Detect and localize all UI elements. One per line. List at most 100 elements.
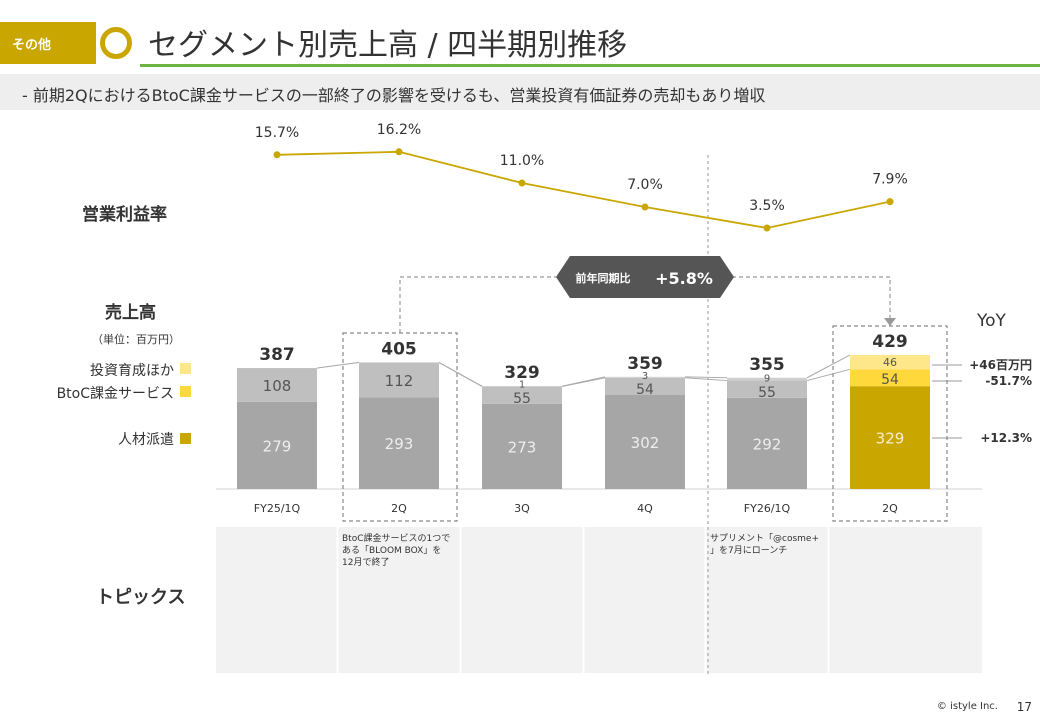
bar-staffing-label: 329	[876, 430, 905, 448]
copyright: © istyle Inc.	[936, 701, 998, 712]
bar-btoc	[482, 386, 562, 404]
bar-staffing-label: 302	[631, 434, 660, 452]
bar-connector-segment	[438, 362, 483, 387]
callout-right-connector	[732, 276, 891, 320]
x-tick-label: 3Q	[514, 502, 530, 515]
bar-btoc	[237, 368, 317, 402]
margin-point	[641, 203, 649, 211]
bar-btoc-label: 108	[263, 377, 292, 395]
subtitle-text: - 前期2QにおけるBtoC課金サービスの一部終了の影響を受けるも、営業投資有価…	[22, 86, 766, 105]
margin-point-label: 16.2%	[377, 122, 421, 138]
yoy-invest-value: +46百万円	[969, 358, 1032, 372]
highlight-box-current-2q	[832, 325, 948, 522]
margin-point	[886, 198, 894, 206]
yoy-staffing-value: +12.3%	[980, 431, 1032, 445]
bar-staffing-label: 273	[508, 438, 537, 456]
bar-btoc	[850, 369, 930, 387]
topics-row-label: トピックス	[96, 587, 185, 608]
bar-btoc-label: 54	[636, 382, 654, 398]
bar-invest-label: 3	[642, 371, 648, 382]
bar-total-label: 429	[872, 332, 908, 352]
bar-staffing-label: 292	[753, 435, 782, 453]
bar-btoc	[605, 377, 685, 395]
legend-invest-swatch	[180, 363, 191, 374]
bar-staffing	[727, 397, 807, 489]
topic-text: 12月で終了	[342, 556, 389, 568]
bar-staffing	[359, 397, 439, 489]
bar-total-label: 405	[381, 339, 417, 359]
margin-row-label: 営業利益率	[82, 204, 167, 225]
bar-invest	[727, 377, 807, 381]
bar-staffing-label: 279	[263, 437, 292, 455]
margin-point-label: 11.0%	[500, 153, 544, 169]
callout-value: +5.8%	[655, 269, 713, 288]
callout-label: 前年同期比	[576, 271, 631, 285]
bar-staffing	[237, 401, 317, 489]
margin-point	[763, 224, 771, 232]
legend-btoc-label: BtoC課金サービス	[57, 386, 174, 402]
bar-staffing-label: 293	[385, 435, 414, 453]
bar-connector-segment	[561, 377, 606, 387]
topic-text: ある「BLOOM BOX」を	[342, 545, 441, 556]
section-tag: その他	[0, 22, 96, 64]
legend-invest-label: 投資育成ほか	[90, 363, 174, 379]
unit-label: （単位：百万円）	[92, 332, 180, 346]
margin-point	[395, 148, 403, 156]
x-tick-label: 4Q	[637, 502, 653, 515]
bar-total-label: 387	[259, 345, 295, 365]
topic-text: サプリメント「@cosme+	[710, 533, 819, 544]
margin-point-label: 15.7%	[255, 125, 299, 141]
bar-connector-total	[806, 354, 851, 379]
topic-text: 」を7月にローンチ	[710, 545, 787, 556]
bar-invest	[605, 376, 685, 378]
ring-icon	[100, 27, 132, 59]
highlight-box-prev-2q	[342, 332, 458, 522]
margin-point-label: 3.5%	[749, 198, 785, 214]
bar-total-label: 359	[627, 354, 663, 374]
x-tick-label: FY26/1Q	[744, 502, 791, 515]
bar-staffing	[850, 386, 930, 489]
margin-point	[518, 179, 526, 187]
bar-btoc	[727, 380, 807, 398]
bar-invest-label: 9	[764, 374, 770, 385]
callout-left-connector	[399, 276, 556, 333]
callout-arrowhead	[884, 318, 896, 326]
legend-staffing-label: 人材派遣	[118, 432, 174, 448]
bar-btoc-label: 54	[881, 372, 899, 388]
x-tick-label: FY25/1Q	[254, 502, 301, 515]
subtitle-bar: - 前期2QにおけるBtoC課金サービスの一部終了の影響を受けるも、営業投資有価…	[0, 74, 1040, 110]
yoy-callout-badge	[556, 256, 734, 298]
bar-connector-segment	[316, 361, 360, 369]
bar-btoc	[359, 362, 439, 398]
margin-point-label: 7.9%	[872, 172, 908, 188]
bar-staffing	[482, 403, 562, 489]
margin-point	[273, 151, 281, 159]
bar-total-label: 329	[504, 363, 540, 383]
yoy-btoc-value: -51.7%	[985, 374, 1032, 388]
bar-connector-segment	[684, 377, 728, 382]
sales-row-label: 売上高	[105, 302, 156, 323]
section-tag-label: その他	[12, 38, 52, 53]
bar-invest-label: 1	[519, 380, 525, 391]
bar-total-label: 355	[749, 355, 785, 375]
title-underline	[140, 64, 1040, 67]
bar-staffing	[605, 394, 685, 489]
page-title: セグメント別売上高 / 四半期別推移	[148, 28, 628, 63]
margin-point-label: 7.0%	[627, 177, 663, 193]
bar-btoc-label: 112	[385, 372, 414, 390]
bar-invest	[850, 354, 930, 370]
bar-btoc-label: 55	[513, 391, 531, 407]
topic-text: BtoC課金サービスの1つで	[342, 532, 450, 544]
bar-btoc-label: 55	[758, 385, 776, 401]
bar-connector-segment	[806, 368, 851, 382]
bar-invest-label: 46	[883, 356, 897, 369]
yoy-header: YoY	[976, 311, 1007, 331]
page-number: 17	[1016, 700, 1032, 714]
x-tick-label: 2Q	[391, 502, 407, 515]
bar-connector-total	[684, 376, 728, 379]
legend-btoc-swatch	[180, 386, 191, 397]
x-tick-label: 2Q	[882, 502, 898, 515]
margin-line	[276, 150, 891, 229]
topics-panel	[216, 527, 982, 673]
